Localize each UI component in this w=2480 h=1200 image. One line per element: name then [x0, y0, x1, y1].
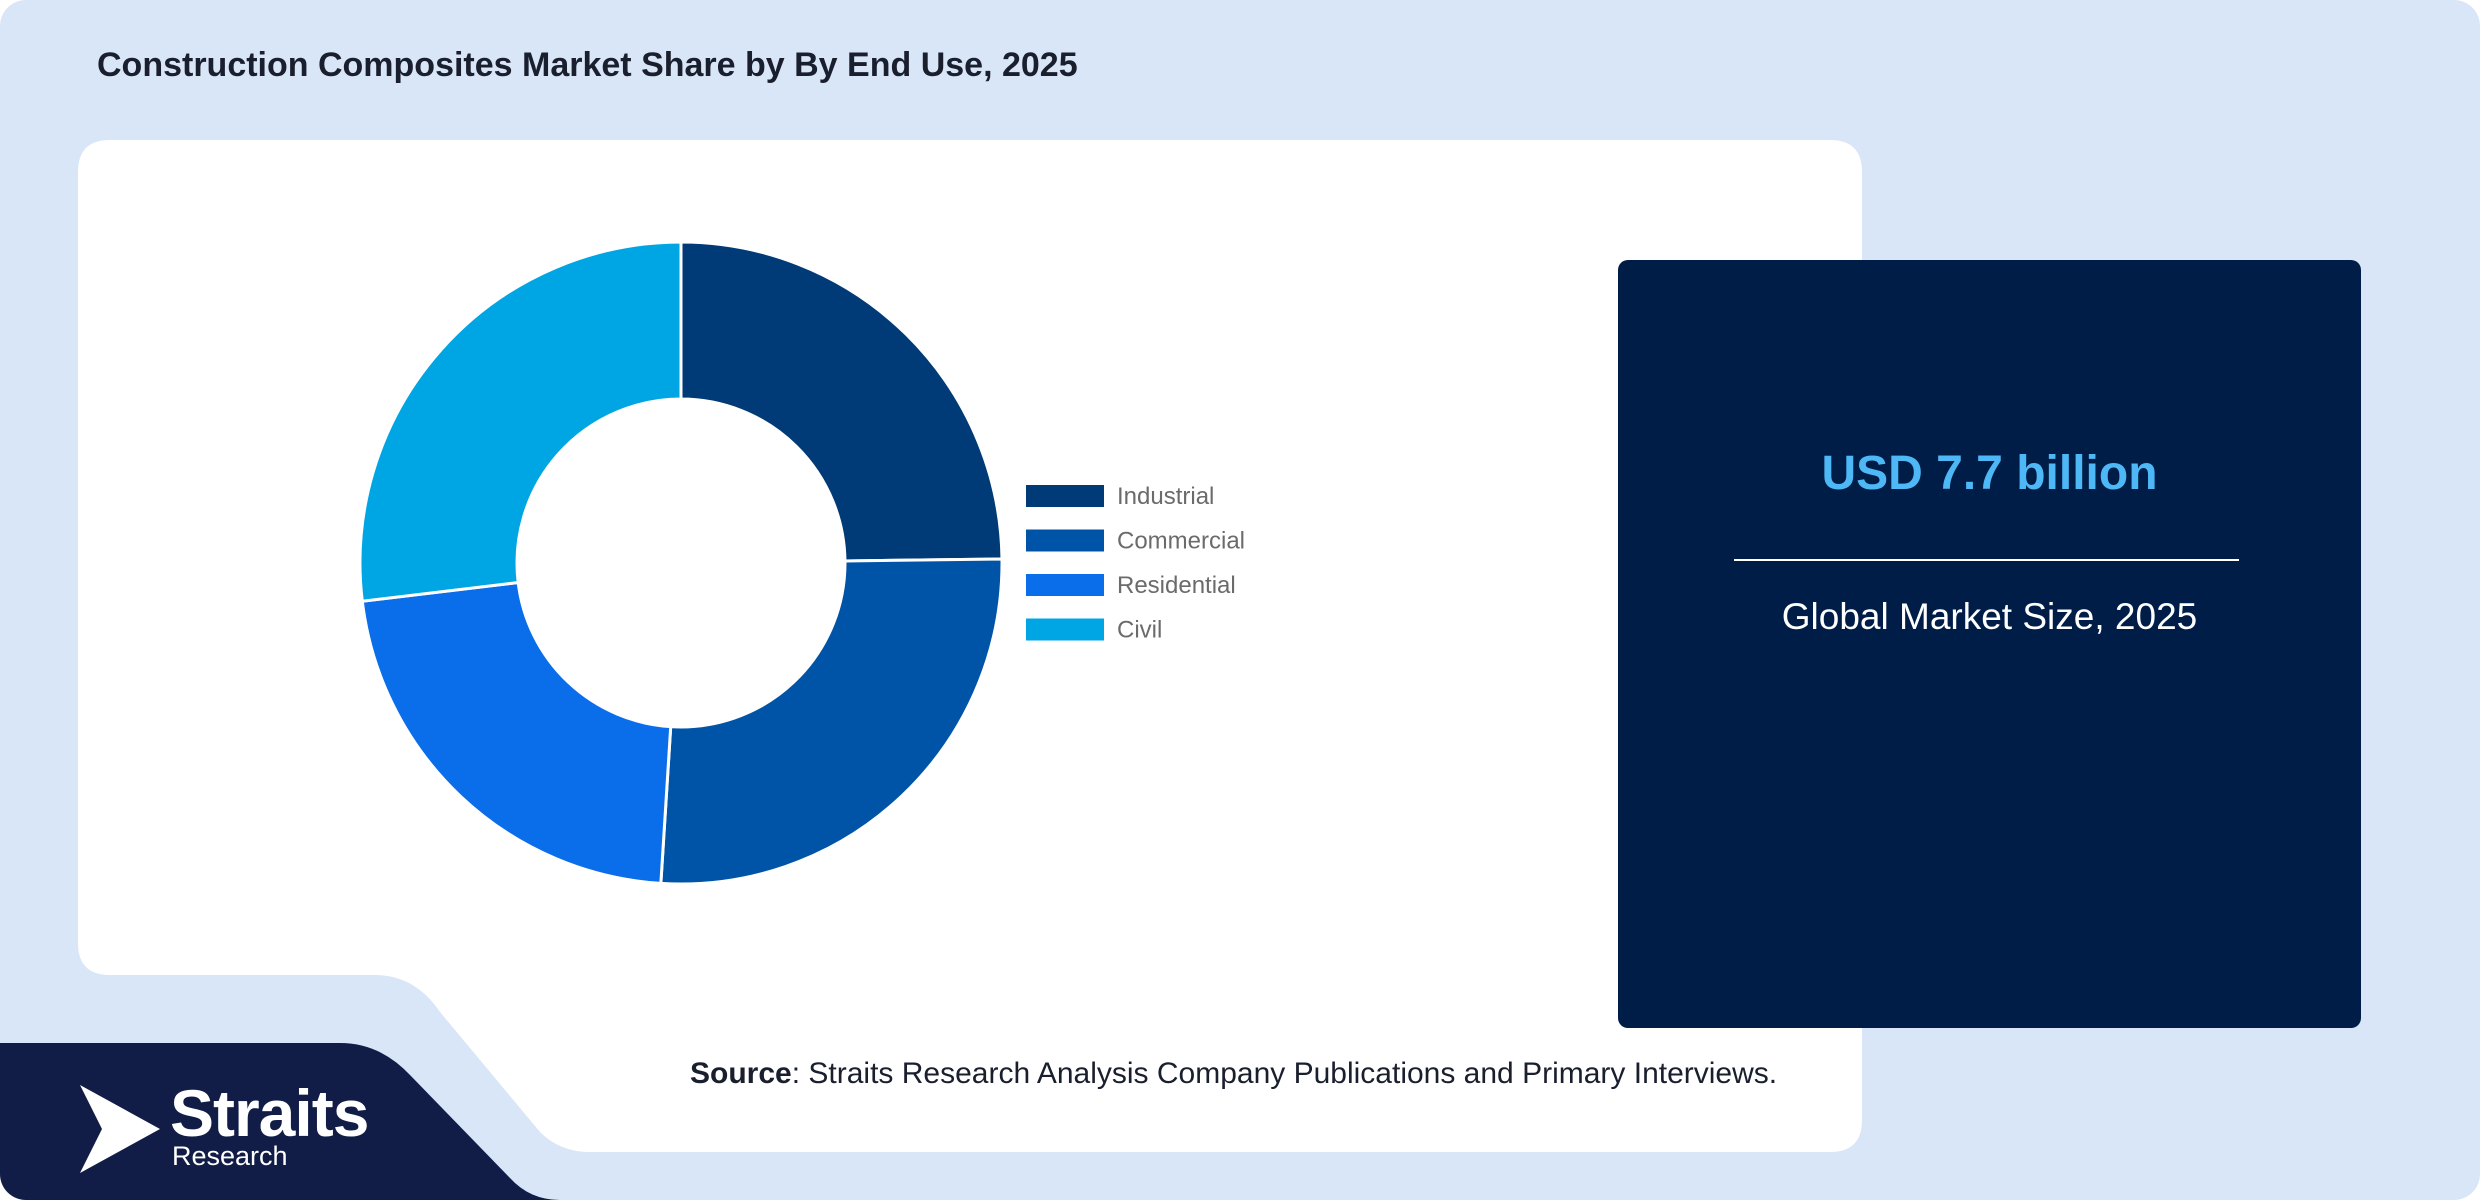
- chart-legend: Industrial Commercial Residential Civil: [1026, 483, 1245, 644]
- brand-name[interactable]: Straits: [170, 1076, 369, 1150]
- brand-subtitle: Research: [172, 1141, 288, 1171]
- legend-swatch-civil: [1026, 618, 1104, 641]
- donut-slice-residential[interactable]: [360, 580, 673, 885]
- source-note: Source: Straits Research Analysis Compan…: [690, 1057, 1777, 1091]
- source-text: : Straits Research Analysis Company Publ…: [791, 1057, 1778, 1090]
- straits-arrow-logo-icon: [80, 1085, 160, 1173]
- market-size-value: USD 7.7 billion: [1821, 447, 2158, 500]
- card-divider: [1734, 559, 2239, 561]
- legend-swatch-residential: [1026, 574, 1104, 596]
- donut-slice-civil[interactable]: [358, 240, 683, 603]
- donut-slice-industrial[interactable]: [679, 240, 1004, 563]
- legend-swatch-commercial: [1026, 529, 1104, 552]
- market-size-card: USD 7.7 billion Global Market Size, 2025: [1618, 260, 2361, 1028]
- legend-label-commercial: Commercial: [1117, 528, 1245, 555]
- page-title: Construction Composites Market Share by …: [97, 46, 1078, 84]
- footer-bar: [0, 1043, 560, 1200]
- legend-label-industrial: Industrial: [1117, 483, 1214, 510]
- donut-slices: [358, 240, 1004, 886]
- legend-swatch-industrial: [1026, 485, 1104, 507]
- market-size-caption: Global Market Size, 2025: [1781, 596, 2198, 637]
- source-label: Source: [690, 1057, 792, 1090]
- donut-slice-commercial[interactable]: [659, 557, 1004, 886]
- legend-label-residential: Residential: [1117, 572, 1236, 599]
- legend-label-civil: Civil: [1117, 617, 1162, 644]
